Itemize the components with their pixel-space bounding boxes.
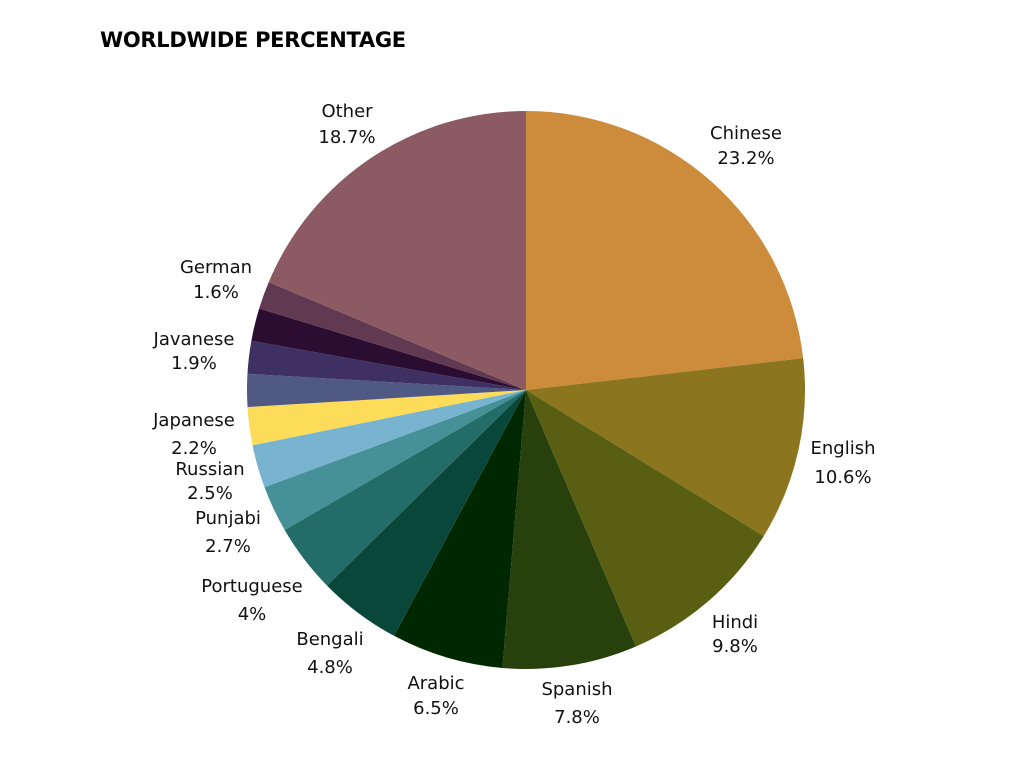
slice-value-spanish: 7.8% (554, 707, 600, 728)
pie-slice-bengali (327, 390, 526, 636)
pie-slice-spanish (502, 390, 636, 670)
slice-label-portuguese: Portuguese (201, 576, 302, 597)
slice-value-portuguese: 4% (238, 604, 267, 625)
slice-label-other: Other (321, 101, 373, 122)
slice-value-english: 10.6% (814, 467, 871, 488)
pie-slice-arabic (394, 390, 526, 668)
slice-label-javanese: Javanese (153, 329, 235, 350)
slice-label-bengali: Bengali (296, 629, 363, 650)
chart-title: WORLDWIDE PERCENTAGE (100, 28, 406, 52)
pie-slice-english (526, 358, 805, 537)
slice-value-other: 18.7% (318, 127, 375, 148)
slice-value-punjabi: 2.7% (205, 536, 251, 557)
slice-label-hindi: Hindi (712, 612, 758, 633)
slice-label-english: English (811, 438, 876, 459)
pie-slice-german (259, 282, 526, 390)
pie-slice-javanese (246, 373, 526, 408)
slice-value-japanese: 2.2% (171, 438, 217, 459)
pie-labels: Chinese 23.2% English 10.6% Hindi 9.8% Spanish… (152, 101, 875, 728)
slice-value-bengali: 4.8% (307, 657, 353, 678)
pie-slice-unlabeled (247, 340, 526, 390)
pie-slices (246, 111, 805, 670)
slice-value-chinese: 23.2% (717, 148, 774, 169)
slice-value-russian: 2.5% (187, 483, 233, 504)
slice-label-spanish: Spanish (541, 679, 612, 700)
slice-label-chinese: Chinese (710, 123, 782, 144)
slice-label-japanese: Japanese (152, 410, 235, 431)
slice-value-javanese: 1.9% (171, 353, 217, 374)
pie-slice-unlabeled (251, 308, 526, 390)
pie-slice-other (268, 111, 526, 390)
pie-slice-russian (252, 390, 526, 488)
pie-slice-portuguese (284, 390, 526, 586)
pie-slice-japanese (247, 390, 526, 446)
slice-label-german: German (180, 257, 252, 278)
slice-value-hindi: 9.8% (712, 636, 758, 657)
slice-label-russian: Russian (175, 459, 244, 480)
pie-slice-chinese (526, 111, 804, 390)
slice-label-punjabi: Punjabi (195, 508, 261, 529)
slice-value-arabic: 6.5% (413, 698, 459, 719)
slice-value-german: 1.6% (193, 282, 239, 303)
pie-slice-punjabi (264, 390, 526, 531)
slice-label-arabic: Arabic (407, 673, 464, 694)
pie-slice-hindi (526, 390, 764, 647)
